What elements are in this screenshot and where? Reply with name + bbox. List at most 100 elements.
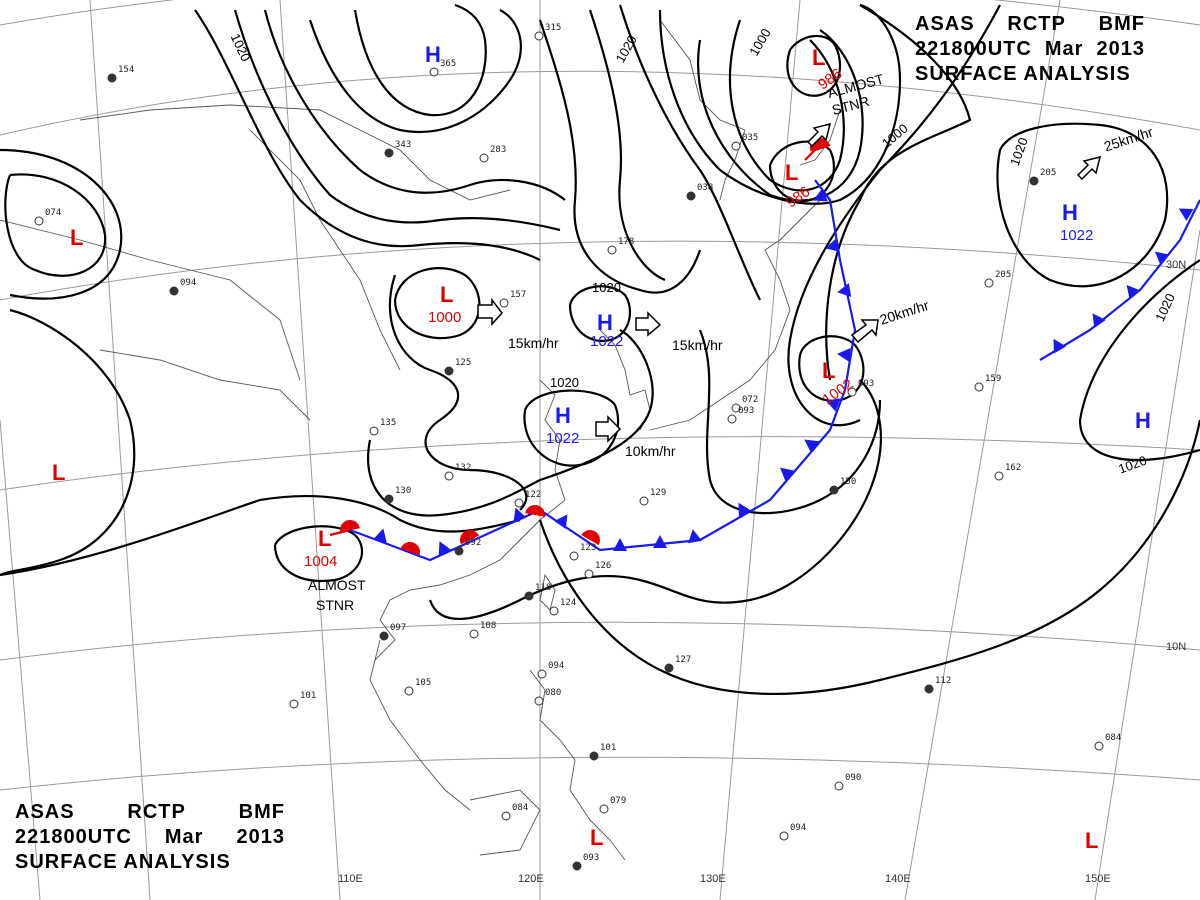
warm-front: [329, 138, 831, 556]
isobar-nw-1: [194, 9, 541, 261]
title-station: RCTP: [127, 801, 186, 823]
title-kind: SURFACE ANALYSIS: [915, 63, 1131, 85]
station-pressure-label: 118: [535, 583, 551, 593]
cold-front-triangle: [804, 439, 820, 453]
station-pressure-label: 084: [1105, 733, 1121, 743]
isobar-south-1: [0, 495, 521, 577]
isobar-nw-3: [263, 9, 566, 201]
station-pressure-label: 072: [742, 395, 758, 405]
coastline-kamchatka: [799, 109, 841, 166]
lon-label-150e: 150E: [1085, 873, 1111, 885]
parallel-0: [0, 756, 1200, 791]
cold-front-triangle: [1053, 338, 1067, 354]
coastline-indochina: [369, 639, 471, 811]
isobar-se-high: [1078, 259, 1200, 462]
low-west-china-symbol: L: [52, 460, 65, 485]
parallel-10n: [0, 621, 1200, 661]
low-far-east-symbol: L: [1085, 828, 1098, 853]
low-philippines-symbol: L: [590, 825, 603, 850]
arrow-high-korea: [635, 311, 662, 337]
isobar-north-high: [308, 9, 522, 133]
station-circle: [572, 861, 582, 871]
station-pressure-label: 283: [490, 145, 506, 155]
station-circle: [369, 426, 379, 436]
station-circle: [727, 414, 737, 424]
station-pressure-label: 129: [650, 488, 666, 498]
station-circle: [1094, 741, 1104, 751]
station-pressure-label: 080: [545, 688, 561, 698]
station-circle: [829, 485, 839, 495]
lon-label-140e: 140E: [885, 873, 911, 885]
title-row-1: ASAS RCTP BMF: [915, 12, 1145, 37]
coastline-borneo: [469, 789, 541, 856]
cold-front: [349, 179, 1200, 562]
cold-front-line-east: [1039, 199, 1200, 361]
station-pressure-label: 130: [395, 486, 411, 496]
isobar-north-1: [538, 19, 702, 294]
parallel-20n: [0, 436, 1200, 491]
low-north-china-value: 1000: [428, 309, 461, 326]
meridian-130e: [719, 0, 801, 900]
station-pressure-label: 159: [985, 374, 1001, 384]
station-circle: [664, 663, 674, 673]
station-circle: [514, 498, 524, 508]
cold-front-triangle: [438, 541, 452, 556]
title-row-3: SURFACE ANALYSIS: [15, 850, 285, 875]
title-office: BMF: [1098, 13, 1145, 35]
arrow-high-yellow-sea: [595, 415, 622, 443]
cold-front-triangle: [780, 467, 795, 482]
station-circle: [731, 403, 741, 413]
cold-front-triangle: [688, 529, 702, 544]
station-pressure-label: 105: [415, 678, 431, 688]
parallel-40n: [0, 70, 1200, 136]
warm-front-line-south: [329, 528, 351, 537]
coastline-okhotsk: [659, 19, 746, 131]
station-pressure-label: 101: [600, 743, 616, 753]
isobar-north-2: [588, 9, 666, 282]
isobar-far-west-low: [4, 173, 107, 277]
title-year: 2013: [236, 826, 285, 848]
station-circle: [569, 551, 579, 561]
station-pressure-label: 097: [390, 623, 406, 633]
station-pressure-label: 108: [480, 621, 496, 631]
isobar-north-high-inner: [353, 3, 487, 117]
station-pressure-label: 135: [380, 418, 396, 428]
border-mongolia: [79, 104, 511, 201]
station-pressure-label: 093: [583, 853, 599, 863]
isobar-central-2: [367, 329, 654, 517]
isobar-north-china-low: [393, 267, 481, 340]
warm-front-line-okhotsk: [804, 143, 831, 161]
station-pressure-label: 343: [395, 140, 411, 150]
station-pressure-label: 157: [510, 290, 526, 300]
cold-front-triangle: [1092, 313, 1106, 329]
station-pressure-label: 094: [548, 661, 564, 671]
station-circle: [686, 191, 696, 201]
coastline-china: [374, 379, 566, 661]
coordinate-labels: 110E 120E 130E 140E 150E 30N 10N: [338, 259, 1186, 885]
station-pressure-label: 132: [455, 463, 471, 473]
high-pacific-north-value: 1022: [1060, 227, 1093, 244]
cold-front-triangle: [813, 188, 828, 202]
title-row-3: SURFACE ANALYSIS: [915, 62, 1145, 87]
lon-label-120e: 120E: [518, 873, 544, 885]
low-okhotsk-symbol: L: [785, 160, 798, 185]
parallel-30n: [0, 240, 1200, 301]
cold-front-triangle: [373, 528, 387, 543]
isobar-south-3: [538, 419, 1200, 696]
station-pressure-label: 150: [840, 477, 856, 487]
isobar-okhotsk-3: [728, 19, 845, 192]
isobar-yellow-sea-high: [523, 389, 620, 467]
station-circle: [537, 669, 547, 679]
station-pressure-label: 315: [545, 23, 561, 33]
title-office: BMF: [238, 801, 285, 823]
title-time: 221800UTC: [915, 38, 1032, 60]
cold-front-triangle: [837, 348, 851, 362]
station-circle: [454, 546, 464, 556]
station-pressure-label: 122: [525, 490, 541, 500]
station-circle: [444, 366, 454, 376]
station-circle: [607, 245, 617, 255]
station-circle: [501, 811, 511, 821]
station-pressure-label: 035: [742, 133, 758, 143]
high-north-mongolia-symbol: H: [425, 42, 441, 67]
